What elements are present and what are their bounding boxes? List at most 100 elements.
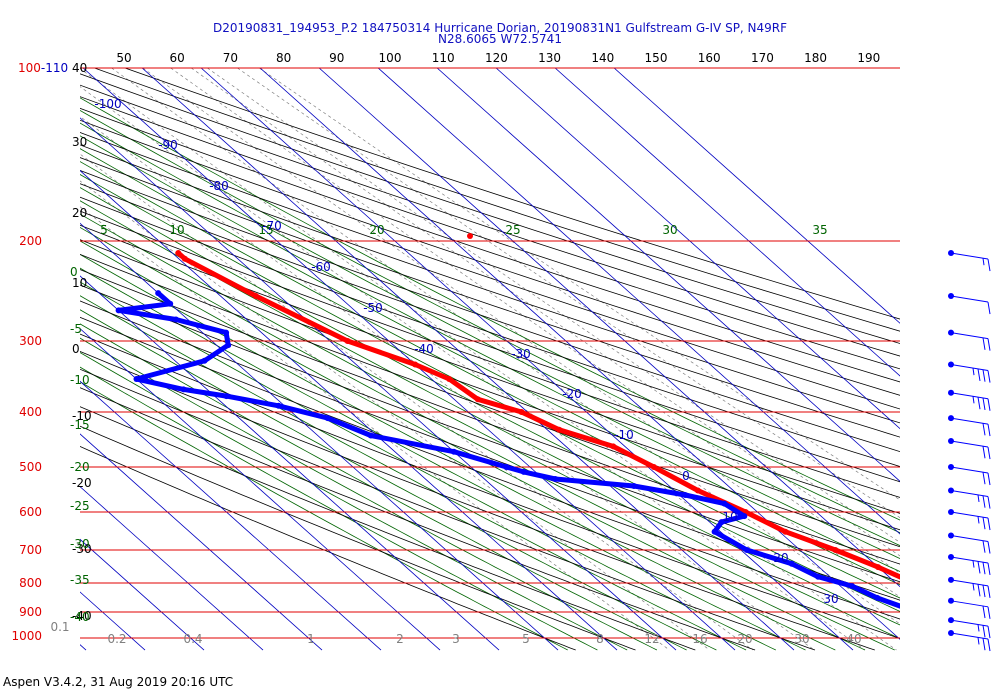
wind-barb-flag	[982, 472, 986, 485]
temperature-point	[694, 487, 701, 494]
wind-barb-flag	[987, 370, 991, 383]
wind-barb-staff	[950, 252, 989, 260]
wind-barb-half-flag	[977, 637, 980, 645]
wind-barb-half-flag	[977, 624, 980, 632]
wind-barb-flag	[987, 606, 991, 619]
temperature-point	[911, 580, 917, 586]
moist-adiabat-line	[80, 337, 658, 651]
moist-adiabat-label: -25	[70, 499, 90, 513]
dewpoint-point	[223, 393, 230, 400]
wind-barb	[948, 464, 991, 486]
wind-barb-dot	[948, 361, 954, 368]
moist-adiabat-line	[80, 323, 687, 651]
dewpoint-point	[630, 483, 637, 489]
isotherm-label: 30	[823, 592, 838, 606]
isotherm-line	[80, 538, 205, 651]
dewpoint-point	[367, 432, 374, 439]
wind-barb-flag	[987, 496, 991, 509]
dry-adiabat-label: -20	[72, 476, 92, 490]
wind-barb-staff	[950, 417, 989, 425]
pressure-label: 800	[19, 576, 42, 590]
theta-label: 140	[591, 51, 614, 65]
moist-adiabat-label: -10	[70, 373, 90, 387]
dry-adiabat-line	[80, 239, 900, 531]
theta-label: 170	[751, 51, 774, 65]
wind-barb	[948, 361, 991, 383]
wind-barb-flag	[982, 423, 986, 436]
dry-adiabat-line	[80, 96, 900, 370]
mixing-ratio-line	[170, 68, 900, 574]
wind-barb-dot	[948, 487, 954, 494]
isotherm-line	[0, 68, 27, 650]
dewpoint-point	[682, 492, 689, 498]
isotherm-line	[80, 644, 87, 651]
temperature-point	[175, 250, 182, 256]
wind-barb-flag	[977, 584, 981, 597]
mixing-ratio-line	[190, 68, 900, 557]
theta-label: 130	[538, 51, 561, 65]
moist-adiabat-line	[80, 122, 900, 547]
isotherm-line	[80, 117, 677, 651]
temperature-point	[518, 409, 525, 415]
isotherm-line	[259, 68, 900, 640]
dry-adiabat-line	[80, 132, 900, 410]
theta-label: 50	[116, 51, 131, 65]
pressure-label: 700	[19, 543, 42, 557]
isotherm-line	[318, 68, 900, 588]
dewpoint-point	[225, 342, 232, 349]
wind-barb-staff	[950, 579, 989, 587]
isotherm-line	[80, 380, 382, 651]
dry-adiabat-label: 30	[72, 135, 87, 149]
dewpoint-point	[201, 357, 208, 364]
moist-adiabat-line	[80, 109, 900, 534]
mixing-ratio-label: 5	[522, 632, 530, 646]
dewpoint-point	[173, 316, 179, 323]
isotherm-line	[436, 68, 900, 482]
wind-barb	[948, 438, 991, 460]
dry-adiabat-label: -40	[72, 609, 92, 623]
mixing-ratio-label: 0.1	[50, 620, 69, 634]
isotherm-line	[554, 68, 900, 377]
theta-label: 150	[645, 51, 668, 65]
dry-adiabat-line	[80, 73, 900, 344]
pressure-label: 400	[19, 405, 42, 419]
theta-e-label: 35	[812, 223, 827, 237]
isotherm-line	[141, 68, 795, 651]
theta-e-label: 10	[169, 223, 184, 237]
dry-adiabat-line	[80, 210, 900, 498]
wind-barb-staff	[950, 619, 989, 627]
wind-barb-dot	[948, 293, 954, 299]
theta-label: 90	[329, 51, 344, 65]
wind-barb	[948, 554, 991, 576]
mixing-ratio-line	[80, 116, 815, 651]
wind-barb	[948, 630, 991, 652]
moist-adiabat-label: -20	[70, 460, 90, 474]
temperature-point	[556, 426, 563, 433]
wind-barb-flag	[987, 258, 991, 272]
moist-adiabat-line	[80, 309, 717, 651]
pressure-label: 900	[19, 605, 42, 619]
temperature-point	[782, 528, 789, 535]
isotherm-label: -20	[562, 387, 582, 401]
wind-barb-flag	[982, 397, 986, 411]
moist-adiabat-label: 0	[70, 265, 78, 279]
isotherm-label: -10	[614, 428, 634, 442]
moist-adiabat-line	[80, 161, 900, 586]
isotherm-line	[495, 68, 900, 430]
wind-barb-flag	[982, 585, 986, 598]
wind-barb-staff	[950, 440, 989, 448]
wind-barb-half-flag	[977, 516, 980, 524]
wind-barb-flag	[977, 368, 981, 382]
wind-barb	[948, 415, 991, 437]
mixing-ratio-label: 12	[644, 632, 659, 646]
theta-label: 80	[276, 51, 291, 65]
wind-barb-flag	[982, 638, 986, 651]
dewpoint-point	[711, 528, 718, 535]
dry-adiabat-line	[80, 387, 756, 651]
wind-barb-staff	[950, 511, 989, 519]
isotherm-label: 20	[773, 551, 788, 565]
wind-barb-flag	[982, 562, 986, 575]
dewpoint-point	[874, 594, 881, 601]
dry-adiabat-line	[80, 300, 900, 601]
